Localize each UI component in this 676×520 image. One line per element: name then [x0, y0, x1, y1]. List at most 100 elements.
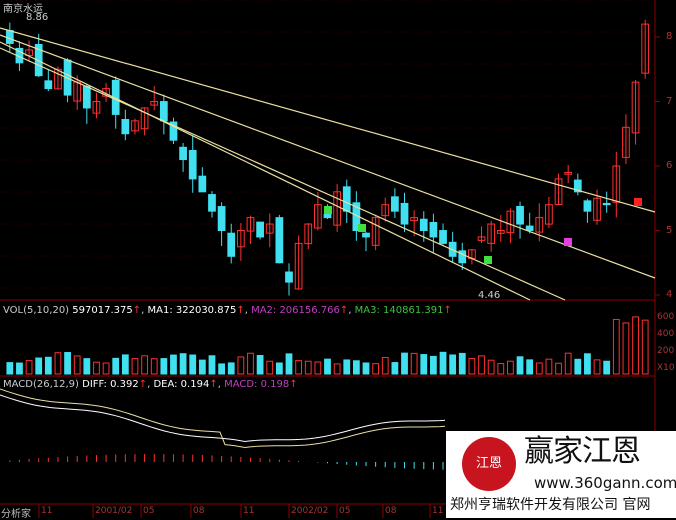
volume-bar — [641, 319, 649, 375]
candle-body — [622, 126, 630, 158]
date-tick: 08 — [385, 506, 397, 516]
volume-bar — [324, 358, 331, 375]
candle-body — [285, 271, 293, 283]
volume-header: VOL(5,10,20) 597017.375↑, MA1: 322030.87… — [3, 305, 452, 316]
volume-bar — [526, 359, 534, 375]
volume-bar — [333, 363, 341, 375]
candle-body — [516, 206, 524, 225]
candle-body — [314, 204, 322, 229]
volume-bar — [430, 355, 437, 375]
volume-tick: 400 — [657, 329, 675, 339]
volume-bar — [632, 316, 639, 375]
signal-marker — [358, 224, 366, 232]
volume-bar — [54, 352, 62, 375]
candle-body — [496, 230, 505, 234]
vol-title: VOL(5,10,20) — [3, 305, 70, 316]
volume-bar — [343, 359, 351, 375]
macd-value: MACD: 0.198 — [224, 379, 290, 390]
price-tick: 8 — [666, 31, 673, 42]
candle-body — [602, 202, 611, 206]
signal-marker — [634, 198, 642, 206]
volume-bar — [237, 356, 245, 375]
volume-bar — [545, 358, 553, 375]
volume-bar — [362, 362, 370, 375]
volume-bar — [487, 359, 495, 375]
candle-body — [54, 68, 62, 90]
volume-bar — [622, 322, 630, 375]
volume-bar — [449, 354, 457, 375]
price-tick: 6 — [666, 160, 673, 171]
candle-body — [535, 217, 544, 233]
candle-body — [391, 196, 399, 212]
candle-body — [631, 81, 640, 134]
candle-body — [371, 217, 380, 246]
candle-body — [410, 217, 419, 222]
candle-body — [179, 146, 187, 161]
candle-body — [121, 119, 130, 135]
candle-body — [5, 30, 14, 44]
volume-bar — [93, 361, 100, 375]
volume-bar — [295, 360, 303, 375]
signal-marker — [564, 238, 572, 246]
volume-bar — [420, 354, 428, 375]
candle-body — [246, 217, 255, 232]
volume-bar — [603, 360, 611, 375]
volume-bar — [304, 360, 312, 375]
candle-body — [150, 101, 159, 106]
candle-body — [294, 242, 303, 290]
candle-body — [458, 250, 467, 264]
volume-bar — [16, 362, 23, 375]
candle-body — [333, 191, 341, 226]
volume-bar — [266, 360, 274, 375]
volume-bar — [478, 355, 485, 375]
candle-body — [323, 213, 332, 219]
watermark-logo: 江恩 — [462, 437, 516, 491]
candle-body — [275, 217, 284, 264]
price-tick: 5 — [666, 224, 673, 236]
volume-bar — [555, 362, 562, 375]
candle-body — [342, 186, 351, 212]
watermark-company: 郑州亨瑞软件开发有限公司 官网 — [450, 497, 651, 513]
volume-bar — [64, 352, 71, 375]
candle-body — [25, 49, 33, 56]
gann-fan-line — [0, 47, 566, 301]
vol-ma2: MA2: 206156.766 — [251, 305, 340, 316]
gann-fan-line — [0, 34, 656, 279]
macd-dea-line — [0, 388, 446, 448]
volume-bar — [497, 363, 505, 375]
high-price-label: 8.86 — [26, 12, 49, 23]
candle-body — [641, 23, 650, 74]
macd-diff: DIFF: 0.392 — [82, 379, 139, 390]
stock-name: 南京水运 — [3, 4, 43, 15]
volume-bar — [275, 362, 283, 375]
candle-body — [227, 232, 236, 257]
volume-bar — [112, 357, 120, 375]
price-tick: 7 — [666, 95, 673, 107]
watermark: 江恩 赢家江恩 www.360gann.com 郑州亨瑞软件开发有限公司 官网 — [446, 431, 676, 518]
macd-title: MACD(26,12,9) — [3, 379, 79, 390]
low-price-label: 4.46 — [478, 290, 501, 301]
candle-body — [583, 200, 592, 212]
candle-body — [525, 225, 534, 232]
volume-bar — [141, 355, 148, 375]
volume-bar — [256, 355, 264, 375]
volume-bar — [507, 360, 514, 375]
candle-body — [159, 101, 168, 122]
date-tick: 11 — [41, 506, 53, 516]
price-tick: 4 — [666, 289, 673, 300]
volume-bar — [35, 357, 43, 375]
candle-body — [612, 165, 621, 203]
volume-bar — [410, 352, 418, 375]
candle-body — [208, 194, 216, 212]
candle-body — [429, 221, 438, 238]
candle-body — [419, 218, 428, 231]
volume-bar — [6, 362, 14, 375]
macd-diff-line — [0, 394, 446, 442]
volume-bar — [208, 355, 216, 375]
volume-bar — [458, 352, 466, 375]
volume-tick: 600 — [657, 312, 675, 322]
vol-value: 597017.375 — [72, 305, 133, 316]
date-tick: 11 — [432, 506, 444, 516]
gann-fan-line — [0, 41, 531, 301]
candle-body — [554, 178, 563, 206]
